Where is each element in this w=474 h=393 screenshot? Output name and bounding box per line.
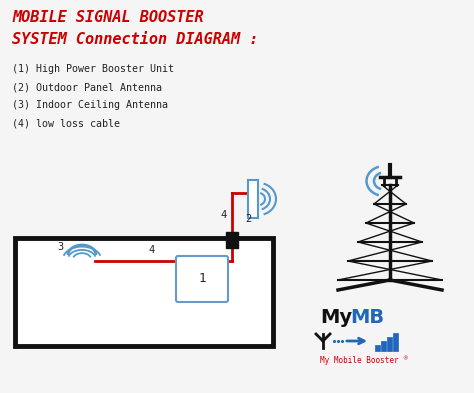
Text: 3: 3 [57,242,63,252]
Text: My Mobile Booster: My Mobile Booster [320,356,399,365]
Bar [375,345,380,351]
Text: My: My [320,308,352,327]
Text: (1) High Power Booster Unit: (1) High Power Booster Unit [12,64,174,74]
Text: 1: 1 [198,272,206,285]
Bar [15,238,273,346]
Bar [226,232,238,248]
Text: MB: MB [350,308,384,327]
Text: (3) Indoor Ceiling Antenna: (3) Indoor Ceiling Antenna [12,100,168,110]
Bar [381,341,386,351]
Bar [248,180,258,218]
Text: (2) Outdoor Panel Antenna: (2) Outdoor Panel Antenna [12,82,162,92]
Text: (4) low loss cable: (4) low loss cable [12,118,120,128]
Text: 4: 4 [220,210,226,220]
Text: 4: 4 [148,245,154,255]
Bar [387,337,392,351]
Text: ®: ® [402,356,408,361]
Text: MOBILE SIGNAL BOOSTER: MOBILE SIGNAL BOOSTER [12,10,204,25]
Text: SYSTEM Connection DIAGRAM :: SYSTEM Connection DIAGRAM : [12,32,258,47]
Text: 2: 2 [245,214,251,224]
Bar [393,333,398,351]
FancyBboxPatch shape [176,256,228,302]
